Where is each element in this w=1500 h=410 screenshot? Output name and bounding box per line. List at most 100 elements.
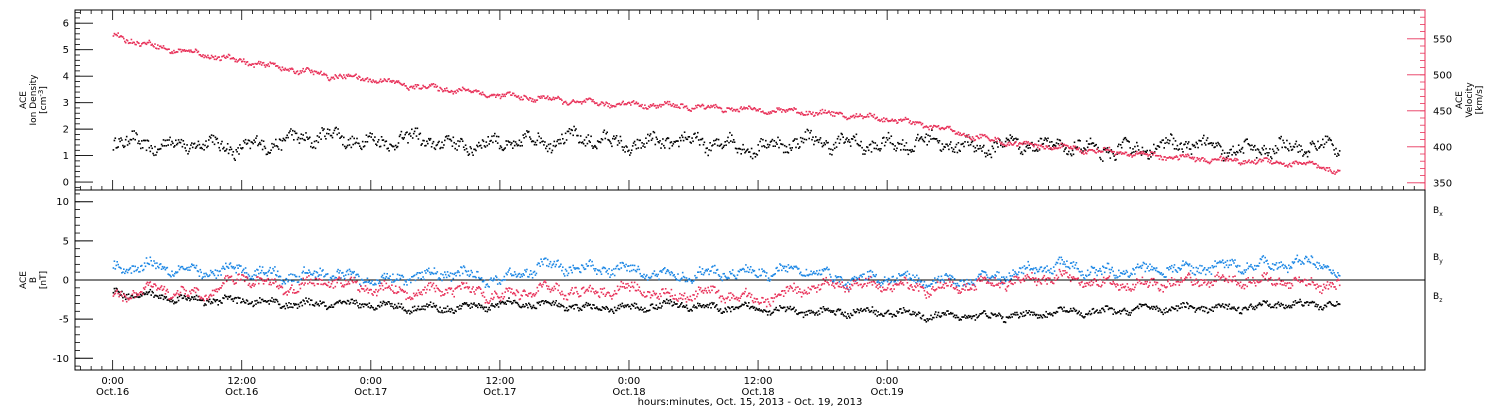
data-point	[1280, 162, 1282, 164]
data-point	[260, 298, 263, 301]
data-point	[253, 274, 255, 276]
data-point	[916, 313, 918, 316]
data-point	[114, 268, 117, 270]
data-point	[289, 130, 291, 132]
data-point	[579, 307, 581, 310]
data-point	[1082, 151, 1084, 154]
data-point	[236, 264, 238, 267]
data-point	[738, 270, 741, 273]
data-point	[1332, 304, 1334, 306]
data-point	[824, 268, 826, 271]
data-point	[1238, 149, 1241, 151]
data-point	[328, 279, 331, 281]
data-point	[1035, 149, 1037, 152]
data-point	[1008, 272, 1011, 274]
data-point	[1161, 139, 1164, 142]
data-point	[592, 99, 594, 101]
data-point	[1157, 155, 1160, 157]
data-point	[1209, 142, 1212, 144]
data-point	[711, 301, 713, 304]
data-point	[530, 307, 533, 310]
data-point	[225, 55, 228, 58]
data-point	[215, 58, 218, 61]
data-point	[369, 78, 371, 81]
data-point	[335, 302, 337, 304]
data-point	[1218, 159, 1220, 161]
data-point	[1166, 157, 1168, 159]
data-point	[733, 275, 736, 277]
data-point	[436, 308, 439, 311]
data-point	[368, 78, 371, 81]
data-point	[980, 147, 982, 150]
data-point	[696, 106, 698, 109]
data-point	[943, 313, 945, 316]
data-point	[691, 282, 693, 284]
data-point	[512, 92, 515, 95]
data-point	[1184, 143, 1186, 145]
data-point	[734, 110, 737, 112]
data-point	[855, 276, 858, 279]
data-point	[158, 294, 161, 297]
data-point	[141, 43, 143, 45]
data-point	[376, 308, 378, 310]
data-point	[995, 138, 997, 140]
data-point	[858, 276, 860, 279]
data-point	[219, 299, 221, 302]
data-point	[938, 127, 941, 130]
data-point	[1299, 150, 1301, 153]
data-point	[960, 280, 962, 282]
data-point	[1203, 306, 1205, 308]
data-point	[735, 108, 738, 111]
data-point	[1318, 166, 1320, 168]
data-point	[716, 268, 719, 271]
data-point	[955, 285, 958, 287]
data-point	[268, 303, 270, 305]
data-point	[364, 303, 367, 306]
data-point	[522, 98, 524, 101]
data-point	[1132, 309, 1134, 312]
data-point	[546, 301, 549, 303]
data-point	[1107, 151, 1110, 154]
data-point	[879, 120, 881, 122]
data-point	[310, 71, 312, 74]
data-point	[353, 270, 355, 273]
data-point	[362, 305, 365, 308]
data-point	[883, 315, 885, 317]
data-point	[343, 145, 346, 148]
data-point	[815, 136, 817, 138]
data-point	[1126, 154, 1129, 157]
data-point	[341, 272, 343, 274]
data-point	[333, 303, 336, 306]
data-point	[115, 147, 118, 149]
data-point	[151, 43, 153, 46]
data-point	[613, 105, 615, 107]
data-point	[696, 276, 698, 279]
data-point	[570, 269, 573, 271]
density-tick-label: 2	[63, 125, 69, 136]
data-point	[804, 275, 807, 277]
data-point	[810, 309, 812, 312]
data-point	[221, 55, 223, 58]
data-point	[1243, 140, 1246, 143]
data-point	[327, 306, 330, 309]
data-point	[1173, 148, 1176, 150]
data-point	[870, 151, 873, 153]
data-point	[629, 102, 631, 104]
data-point	[353, 137, 355, 140]
data-point	[634, 102, 637, 105]
data-point	[944, 274, 946, 276]
data-point	[989, 153, 992, 156]
data-point	[194, 48, 197, 51]
data-point	[547, 301, 550, 304]
data-point	[1168, 309, 1170, 311]
data-point	[737, 270, 740, 272]
data-point	[451, 309, 454, 311]
data-point	[579, 271, 582, 274]
data-point	[871, 306, 874, 308]
data-point	[886, 280, 889, 283]
data-point	[581, 264, 584, 267]
data-point	[197, 270, 200, 273]
data-point	[701, 103, 704, 106]
data-point	[694, 306, 696, 309]
data-point	[777, 136, 779, 139]
